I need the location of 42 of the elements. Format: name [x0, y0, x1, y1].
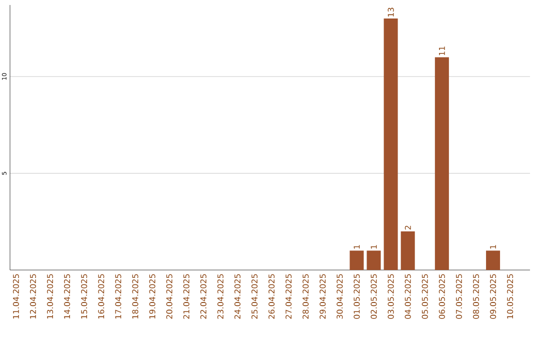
data-label: 1	[370, 245, 377, 249]
x-tick-label: 18.04.2025	[132, 274, 138, 318]
bar	[384, 18, 398, 270]
x-tick-label: 25.04.2025	[251, 274, 258, 319]
data-label: 13	[388, 8, 394, 16]
x-tick-label: 11.04.2025	[12, 274, 19, 318]
x-tick-label: 16.04.2025	[98, 274, 104, 318]
x-tick-label: 27.04.2025	[286, 274, 292, 319]
x-tick-label: 23.04.2025	[217, 274, 224, 319]
bar	[366, 250, 381, 270]
x-tick-label: 15.04.2025	[81, 274, 88, 318]
x-tick-label: 17.04.2025	[115, 274, 122, 318]
bar	[434, 57, 449, 270]
x-tick-label: 14.04.2025	[64, 274, 70, 318]
x-tick-label: 28.04.2025	[302, 274, 309, 319]
data-label: 2	[404, 226, 411, 230]
x-tick-label: 20.04.2025	[166, 274, 172, 319]
x-tick-label: 21.04.2025	[183, 274, 190, 319]
data-label: 1	[354, 245, 360, 249]
x-tick-label: 04.05.2025	[404, 274, 411, 319]
bar	[350, 250, 364, 270]
x-tick-label: 06.05.2025	[438, 274, 445, 319]
x-tick-label: 07.05.2025	[456, 274, 462, 319]
x-tick-label: 22.04.2025	[200, 274, 206, 319]
bar	[486, 250, 500, 270]
x-tick-label: 29.04.2025	[320, 274, 326, 319]
x-tick-label: 26.04.2025	[268, 274, 275, 319]
bar	[400, 231, 415, 270]
data-label: 11	[439, 46, 445, 56]
x-tick-label: 12.04.2025	[30, 274, 36, 318]
x-tick-label: 08.05.2025	[472, 274, 480, 319]
x-tick-label: 03.05.2025	[388, 274, 394, 319]
x-tick-label: 19.04.2025	[149, 274, 156, 318]
x-tick-label: 01.05.2025	[354, 274, 360, 319]
x-tick-label: 02.05.2025	[370, 274, 377, 319]
data-label: 1	[490, 245, 496, 249]
x-tick-label: 10.05.2025	[507, 274, 514, 318]
x-tick-label: 05.05.2025	[422, 274, 428, 319]
x-tick-label: 24.04.2025	[234, 274, 240, 319]
x-tick-label: 30.04.2025	[336, 274, 343, 319]
x-tick-label: 09.05.2025	[490, 274, 496, 319]
x-tick-label: 13.04.2025	[47, 274, 54, 318]
